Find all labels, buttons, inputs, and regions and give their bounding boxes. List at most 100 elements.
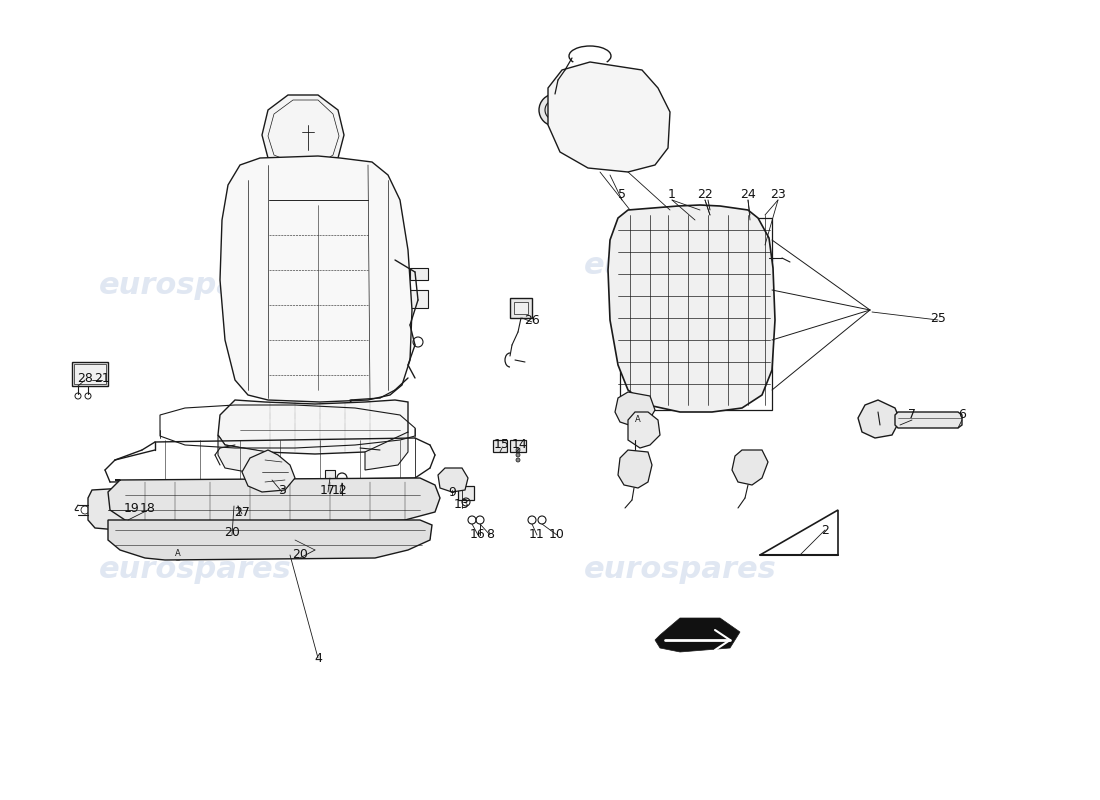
Text: 16: 16	[470, 529, 486, 542]
Bar	[74, 364, 106, 384]
Polygon shape	[88, 488, 150, 530]
Circle shape	[338, 494, 346, 502]
Text: 8: 8	[486, 529, 494, 542]
Text: 5: 5	[618, 189, 626, 202]
Bar	[94, 495, 143, 523]
Text: 17: 17	[320, 483, 336, 497]
Bar	[620, 218, 772, 410]
Text: 2: 2	[821, 523, 829, 537]
Text: eurospares: eurospares	[584, 250, 777, 279]
Circle shape	[755, 251, 769, 265]
Bar	[408, 524, 430, 538]
Bar	[594, 140, 612, 151]
Text: 19: 19	[124, 502, 140, 514]
Bar	[72, 362, 108, 386]
Text: 24: 24	[740, 189, 756, 202]
Circle shape	[759, 255, 764, 261]
Bar	[618, 125, 636, 136]
Circle shape	[170, 546, 185, 560]
Text: 13: 13	[454, 498, 470, 511]
Bar	[410, 268, 428, 280]
Text: eurospares: eurospares	[584, 555, 777, 585]
Text: 20: 20	[224, 526, 240, 539]
Bar	[570, 95, 589, 106]
Text: 4: 4	[315, 651, 322, 665]
Text: 14: 14	[513, 438, 528, 451]
Polygon shape	[262, 95, 344, 170]
Text: 22: 22	[697, 189, 713, 202]
Polygon shape	[618, 450, 652, 488]
Circle shape	[539, 94, 571, 126]
Circle shape	[673, 290, 717, 334]
Polygon shape	[218, 400, 408, 454]
Circle shape	[516, 458, 520, 462]
Bar	[594, 95, 612, 106]
Text: 12: 12	[332, 483, 348, 497]
Polygon shape	[608, 205, 776, 412]
Text: 21: 21	[95, 371, 110, 385]
Polygon shape	[218, 435, 268, 476]
Text: 11: 11	[529, 529, 544, 542]
Bar	[324, 470, 336, 482]
Bar	[594, 125, 612, 136]
Circle shape	[874, 413, 886, 423]
Text: 27: 27	[234, 506, 250, 518]
Circle shape	[631, 413, 645, 427]
Bar	[594, 80, 612, 91]
Text: A: A	[175, 549, 180, 558]
Text: 10: 10	[549, 529, 565, 542]
Text: 28: 28	[77, 371, 92, 385]
Text: A: A	[635, 415, 641, 425]
Bar	[408, 290, 428, 308]
Text: 6: 6	[958, 409, 966, 422]
Bar	[510, 440, 526, 452]
Bar	[594, 110, 612, 121]
Bar	[514, 302, 528, 314]
Text: 25: 25	[931, 311, 946, 325]
Polygon shape	[548, 62, 670, 172]
Polygon shape	[858, 400, 900, 438]
Circle shape	[516, 448, 520, 452]
Bar	[570, 110, 589, 121]
Text: 23: 23	[770, 189, 785, 202]
Circle shape	[681, 298, 710, 326]
Bar	[493, 440, 507, 452]
Text: 9: 9	[448, 486, 455, 498]
Text: 7: 7	[908, 409, 916, 422]
Circle shape	[544, 100, 565, 120]
Bar	[458, 486, 474, 500]
Text: 18: 18	[140, 502, 156, 514]
Bar	[570, 80, 589, 91]
Bar	[234, 498, 244, 506]
Polygon shape	[615, 392, 654, 426]
Bar	[570, 140, 589, 151]
Bar	[570, 125, 589, 136]
Bar	[618, 110, 636, 121]
Text: 26: 26	[524, 314, 540, 326]
Text: 1: 1	[668, 189, 675, 202]
Polygon shape	[365, 432, 408, 470]
Polygon shape	[628, 412, 660, 448]
Polygon shape	[242, 450, 295, 492]
Bar	[618, 95, 636, 106]
Circle shape	[516, 453, 520, 457]
Polygon shape	[220, 156, 412, 402]
Circle shape	[551, 106, 559, 114]
Polygon shape	[108, 520, 432, 560]
Polygon shape	[732, 450, 768, 485]
Polygon shape	[438, 468, 468, 492]
Text: eurospares: eurospares	[99, 555, 292, 585]
Text: 20: 20	[293, 549, 308, 562]
Text: 3: 3	[278, 483, 286, 497]
Polygon shape	[654, 618, 740, 652]
Circle shape	[705, 210, 715, 220]
Polygon shape	[108, 478, 440, 525]
Bar	[618, 140, 636, 151]
Polygon shape	[895, 412, 962, 428]
Circle shape	[689, 306, 701, 318]
Bar	[510, 298, 532, 318]
Text: 15: 15	[494, 438, 510, 451]
Text: eurospares: eurospares	[99, 270, 292, 299]
Bar	[618, 80, 636, 91]
Bar	[110, 524, 135, 538]
